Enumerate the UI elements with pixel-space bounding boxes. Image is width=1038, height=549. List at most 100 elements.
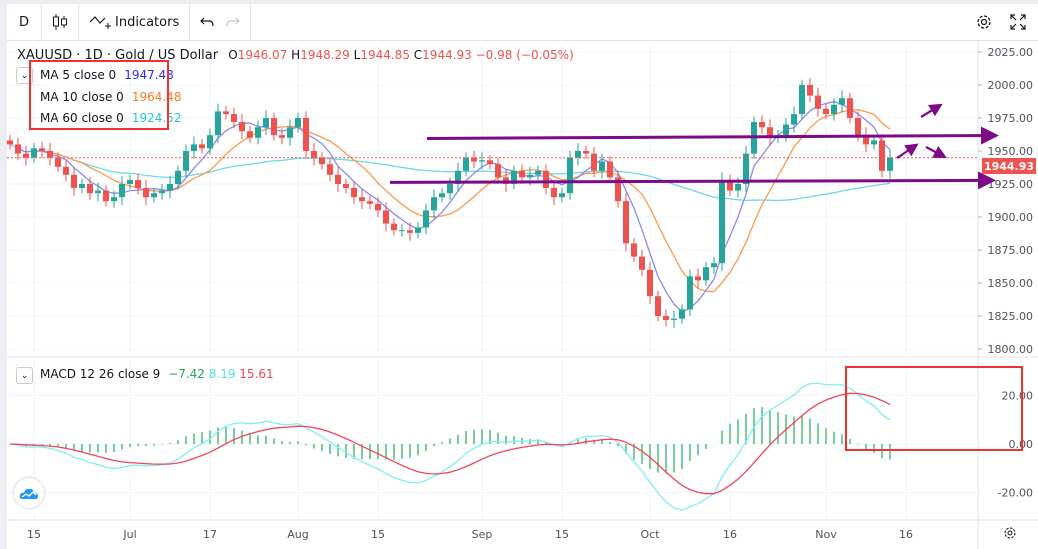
candle-body	[431, 197, 437, 211]
candle-body	[439, 193, 445, 198]
settings-button[interactable]	[975, 4, 993, 40]
candle-body	[799, 85, 805, 115]
candle-body	[231, 114, 237, 122]
open-label: O	[228, 48, 238, 62]
up-arrow	[896, 143, 919, 159]
candle-body	[239, 121, 245, 132]
candle-body	[215, 111, 221, 136]
chevron-down-icon: ⌄	[20, 370, 29, 381]
highlight-box-macd	[845, 366, 1023, 451]
candle-body	[143, 187, 149, 198]
candle-body	[679, 309, 685, 319]
time-tick-label: 17	[203, 528, 217, 541]
undo-redo-group	[190, 4, 252, 40]
fullscreen-icon	[1010, 14, 1026, 30]
redo-icon[interactable]	[226, 16, 241, 28]
candle-body	[367, 201, 373, 204]
indicator-value: 1947.48	[124, 68, 174, 82]
chart-type-button[interactable]	[42, 4, 79, 40]
candle-body	[487, 160, 493, 165]
candle-body	[95, 190, 101, 194]
candle-body	[343, 184, 349, 188]
candle-body	[391, 223, 397, 231]
macd-line	[9, 382, 891, 511]
tradingview-logo[interactable]	[14, 478, 44, 508]
candle-body	[103, 190, 109, 202]
candle-body	[567, 157, 573, 194]
candle-body	[647, 269, 653, 297]
collapse-indicators-button[interactable]: ⌄	[16, 67, 33, 84]
candle-body	[855, 118, 861, 136]
indicators-button[interactable]: Indicators	[79, 4, 191, 40]
close-value: 1944.93	[422, 48, 472, 62]
left-drawing-toolbar-edge[interactable]	[0, 0, 7, 549]
candle-body	[471, 157, 477, 162]
time-tick-label: Jul	[122, 528, 136, 541]
candle-body	[695, 276, 701, 281]
indicator-label: MA 10 close 0	[40, 90, 124, 104]
macd-tick-label: 0.00	[1009, 438, 1034, 451]
interval-label: D	[18, 14, 29, 30]
symbol-legend: XAUUSD · 1D · Gold / US Dollar O1946.07 …	[17, 48, 574, 63]
candle-body	[783, 124, 789, 136]
undo-icon[interactable]	[200, 16, 214, 28]
candle-body	[71, 174, 77, 188]
ma5-line	[17, 100, 891, 313]
down-arrow	[925, 146, 947, 159]
top-toolbar: D Indicators	[7, 4, 1038, 41]
time-tick-label: 15	[555, 528, 569, 541]
macd-signal-value: 15.61	[239, 367, 274, 381]
macd-legend[interactable]: MACD 12 26 close 9 −7.42 8.19 15.61	[40, 367, 274, 381]
candle-body	[887, 157, 893, 171]
candle-body	[583, 151, 589, 154]
resistance-arrow-line	[426, 126, 999, 145]
candle-body	[703, 267, 709, 281]
macd-tick-label: 20.00	[1002, 390, 1034, 403]
up-arrow	[920, 103, 943, 118]
candle-body	[295, 118, 301, 128]
candle-body	[335, 174, 341, 184]
collapse-macd-button[interactable]: ⌄	[16, 367, 33, 384]
candle-body	[807, 85, 813, 96]
interval-button[interactable]: D	[7, 4, 42, 40]
candle-body	[535, 170, 541, 175]
candle-body	[671, 318, 677, 320]
candle-body	[271, 118, 277, 136]
candle-body	[287, 127, 293, 138]
highlight-box-indicators	[29, 60, 169, 130]
high-label: H	[291, 48, 301, 62]
time-tick-label: Nov	[815, 528, 837, 541]
candle-body	[407, 230, 413, 233]
indicator-ma10[interactable]: MA 10 close 0 1964.48	[40, 90, 181, 104]
time-axis-settings-button[interactable]	[1003, 525, 1017, 544]
candle-body	[863, 135, 869, 145]
candle-body	[511, 170, 517, 184]
price-tick-label: 1825.00	[988, 310, 1034, 323]
price-tick-label: 1875.00	[988, 244, 1034, 257]
price-tick-label: 2000.00	[988, 79, 1034, 92]
candle-body	[415, 227, 421, 233]
macd-label: MACD 12 26 close 9	[40, 367, 161, 381]
candle-body	[447, 184, 453, 194]
chevron-down-icon: ⌄	[20, 70, 29, 81]
indicator-ma60[interactable]: MA 60 close 0 1924.52	[40, 111, 181, 125]
high-value: 1948.29	[300, 48, 350, 62]
candle-body	[223, 111, 229, 115]
time-tick-label: 16	[723, 528, 737, 541]
candle-body	[735, 184, 741, 191]
candle-body	[39, 148, 45, 151]
candle-body	[607, 161, 613, 178]
candle-body	[119, 184, 125, 198]
top-border	[0, 0, 1038, 4]
gear-icon	[1004, 527, 1016, 539]
candle-body	[183, 151, 189, 171]
time-tick-label: Aug	[287, 528, 308, 541]
fullscreen-button[interactable]	[1010, 4, 1026, 40]
candle-body	[7, 140, 13, 145]
candle-body	[311, 151, 317, 158]
time-tick-label: Sep	[472, 528, 493, 541]
price-tick-label: 1850.00	[988, 277, 1034, 290]
candle-body	[167, 184, 173, 191]
indicator-ma5[interactable]: MA 5 close 0 1947.48	[40, 68, 174, 82]
